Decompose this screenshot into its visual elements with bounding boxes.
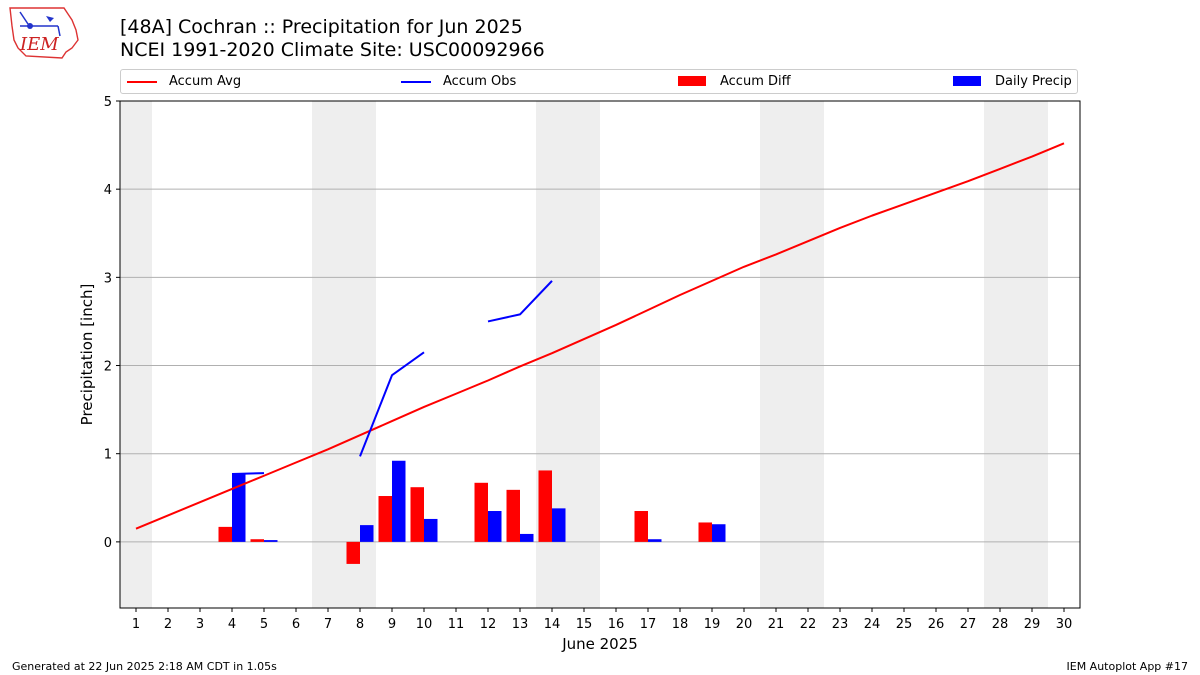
daily-precip-bar-day-14 — [552, 508, 566, 542]
accum-diff-bar-day-19 — [699, 522, 713, 541]
x-tick-label-15: 15 — [576, 617, 593, 632]
daily-precip-bar-day-19 — [712, 524, 726, 542]
x-tick-label-29: 29 — [1024, 617, 1041, 632]
accum-diff-bar-day-10 — [411, 487, 425, 542]
x-tick-label-2: 2 — [164, 617, 172, 632]
x-tick-label-8: 8 — [356, 617, 364, 632]
accum-diff-bar-day-13 — [507, 490, 521, 542]
x-tick-label-3: 3 — [196, 617, 204, 632]
footer-generated-text: Generated at 22 Jun 2025 2:18 AM CDT in … — [12, 660, 277, 673]
x-tick-label-18: 18 — [672, 617, 689, 632]
y-tick-label-0: 0 — [104, 536, 112, 551]
accum-diff-bar-day-4 — [219, 527, 233, 542]
daily-precip-bar-day-17 — [648, 539, 662, 542]
accum-diff-bar-day-9 — [379, 496, 393, 542]
x-tick-label-11: 11 — [448, 617, 465, 632]
y-tick-label-3: 3 — [104, 271, 112, 286]
x-tick-label-14: 14 — [544, 617, 561, 632]
x-tick-label-4: 4 — [228, 617, 236, 632]
daily-precip-bar-day-8 — [360, 525, 374, 542]
accum-diff-bar-day-5 — [251, 539, 265, 542]
y-tick-label-4: 4 — [104, 183, 112, 198]
x-tick-label-21: 21 — [768, 617, 785, 632]
x-tick-label-25: 25 — [896, 617, 913, 632]
accum-diff-bar-day-14 — [539, 470, 553, 541]
x-axis-label: June 2025 — [561, 635, 638, 653]
x-tick-label-19: 19 — [704, 617, 721, 632]
x-tick-label-30: 30 — [1056, 617, 1073, 632]
x-tick-label-1: 1 — [132, 617, 140, 632]
x-tick-label-24: 24 — [864, 617, 881, 632]
x-tick-label-27: 27 — [960, 617, 977, 632]
x-tick-label-7: 7 — [324, 617, 332, 632]
weekend-band-4 — [760, 101, 824, 608]
y-tick-label-5: 5 — [104, 95, 112, 110]
daily-precip-bar-day-5 — [264, 540, 278, 542]
daily-precip-bar-day-9 — [392, 461, 406, 542]
x-tick-label-6: 6 — [292, 617, 300, 632]
weekend-band-1 — [120, 101, 152, 608]
x-tick-label-9: 9 — [388, 617, 396, 632]
weekend-band-5 — [984, 101, 1048, 608]
accum-obs-line-segment-1 — [232, 473, 264, 474]
y-tick-label-1: 1 — [104, 448, 112, 463]
x-tick-label-16: 16 — [608, 617, 625, 632]
accum-diff-bar-day-17 — [635, 511, 649, 542]
x-tick-label-12: 12 — [480, 617, 497, 632]
x-tick-label-5: 5 — [260, 617, 268, 632]
accum-diff-bar-day-12 — [475, 483, 489, 542]
x-tick-label-13: 13 — [512, 617, 529, 632]
x-tick-label-28: 28 — [992, 617, 1009, 632]
x-tick-label-20: 20 — [736, 617, 753, 632]
x-tick-label-23: 23 — [832, 617, 849, 632]
footer-app-text: IEM Autoplot App #17 — [1067, 660, 1189, 673]
accum-diff-bar-day-8 — [347, 542, 361, 564]
daily-precip-bar-day-12 — [488, 511, 502, 542]
x-tick-label-10: 10 — [416, 617, 433, 632]
daily-precip-bar-day-13 — [520, 534, 534, 542]
x-tick-label-22: 22 — [800, 617, 817, 632]
x-tick-label-26: 26 — [928, 617, 945, 632]
x-tick-label-17: 17 — [640, 617, 657, 632]
y-axis-label: Precipitation [inch] — [78, 284, 96, 426]
daily-precip-bar-day-10 — [424, 519, 438, 542]
y-tick-label-2: 2 — [104, 360, 112, 375]
